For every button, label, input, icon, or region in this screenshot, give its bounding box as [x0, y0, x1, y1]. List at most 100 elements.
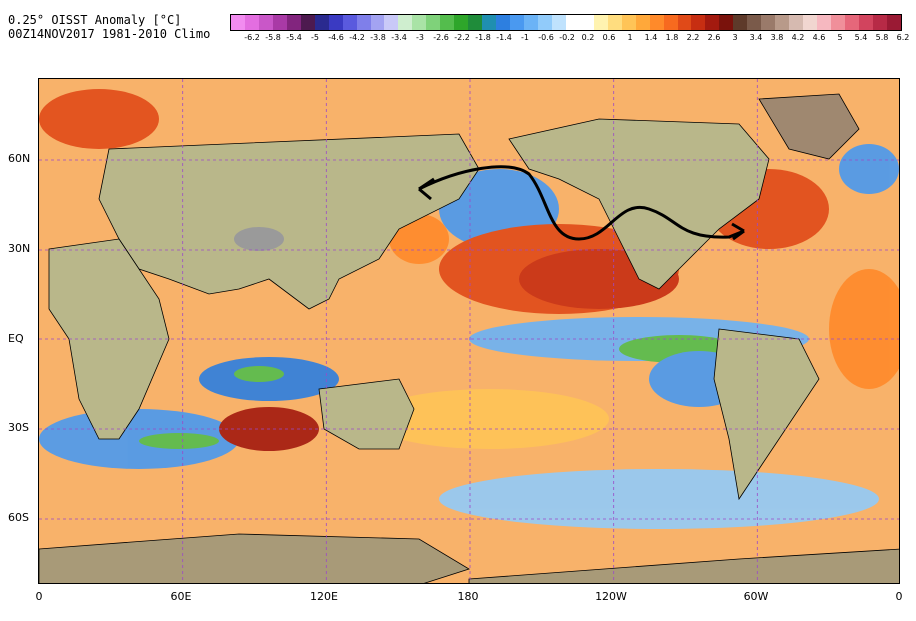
legend-color-cell: [649, 15, 664, 30]
legend-color-cell: [747, 15, 762, 30]
north-america: [508, 118, 770, 290]
legend-color-cell: [551, 15, 566, 30]
legend-color-cell: [231, 15, 245, 30]
greenland: [758, 93, 860, 160]
legend-color-cell: [789, 15, 804, 30]
antarctica-east: [468, 548, 899, 583]
legend-tick-label: -2.6: [433, 33, 449, 42]
legend-color-cell: [258, 15, 273, 30]
legend-color-cell: [817, 15, 831, 30]
legend-color-cell: [314, 15, 329, 30]
legend-color-cell: [635, 15, 650, 30]
legend-color-cell: [844, 15, 859, 30]
legend-color-cell: [454, 15, 469, 30]
land-masses: [39, 93, 899, 583]
longitude-label: 60W: [743, 590, 769, 603]
legend-color-cell: [440, 15, 455, 30]
legend-color-cell: [244, 15, 259, 30]
legend-tick-label: 1.8: [665, 33, 679, 42]
legend-tick-label: 5.8: [875, 33, 889, 42]
legend-tick-label: 1.4: [644, 33, 658, 42]
legend-color-cell: [300, 15, 315, 30]
legend-tick-label: 4.2: [791, 33, 805, 42]
legend-color-cell: [342, 15, 357, 30]
legend-tick-label: -1.4: [496, 33, 512, 42]
longitude-label: 0: [895, 590, 903, 603]
australia: [318, 378, 415, 450]
latitude-label: 30N: [8, 242, 31, 255]
latitude-label: 60S: [8, 511, 29, 524]
legend-tick-label: -5: [311, 33, 319, 42]
legend-color-cell: [607, 15, 622, 30]
legend-tick-label: 3: [732, 33, 738, 42]
antarctica-west: [39, 533, 470, 583]
legend-color-cell: [412, 15, 427, 30]
legend-tick-label: -3.8: [370, 33, 386, 42]
color-legend-ticks: -6.2 -5.8 -5.4 -5 -4.6 -4.2 -3.8 -3.4 -3 -2.6 -2.2…: [230, 33, 909, 45]
legend-color-cell: [496, 15, 511, 30]
legend-color-cell: [356, 15, 371, 30]
legend-color-cell: [663, 15, 678, 30]
legend-color-cell: [272, 15, 287, 30]
legend-color-cell: [579, 15, 594, 30]
longitude-label: 180: [457, 590, 479, 603]
latitude-label: 30S: [8, 421, 29, 434]
legend-color-cell: [370, 15, 385, 30]
legend-color-cell: [705, 15, 720, 30]
jet-stream-arrow: [418, 165, 745, 241]
legend-color-cell: [621, 15, 636, 30]
legend-color-cell: [872, 15, 887, 30]
south-america: [713, 328, 820, 501]
legend-tick-label: 0.2: [581, 33, 595, 42]
legend-tick-label: -3: [416, 33, 424, 42]
tibet-plateau: [234, 227, 284, 251]
legend-tick-label: -1: [521, 33, 529, 42]
color-legend-bar: [230, 14, 902, 31]
africa: [48, 238, 170, 440]
legend-color-cell: [733, 15, 748, 30]
legend-color-cell: [858, 15, 873, 30]
legend-tick-label: -4.6: [328, 33, 344, 42]
legend-tick-label: 5.4: [854, 33, 868, 42]
legend-tick-label: 0.6: [602, 33, 616, 42]
legend-tick-label: 2.6: [707, 33, 721, 42]
legend-color-cell: [830, 15, 845, 30]
legend-tick-label: -2.2: [454, 33, 470, 42]
legend-tick-label: 6.2: [896, 33, 910, 42]
legend-tick-label: 5: [837, 33, 843, 42]
sst-anomaly-map: [38, 78, 900, 584]
legend-tick-label: -5.4: [286, 33, 302, 42]
legend-color-cell: [482, 15, 497, 30]
legend-tick-label: -5.8: [265, 33, 281, 42]
legend-color-cell: [775, 15, 790, 30]
legend-color-cell: [537, 15, 552, 30]
map-title: 0.25° OISST Anomaly [°C]: [8, 13, 182, 27]
legend-tick-label: -0.2: [559, 33, 575, 42]
map-date-climo: 00Z14NOV2017 1981-2010 Climo: [8, 27, 211, 41]
longitude-label: 120E: [310, 590, 338, 603]
legend-tick-label: 2.2: [686, 33, 700, 42]
legend-color-cell: [719, 15, 734, 30]
legend-color-cell: [691, 15, 706, 30]
legend-tick-label: -1.8: [475, 33, 491, 42]
longitude-label: 120W: [595, 590, 627, 603]
legend-color-cell: [398, 15, 413, 30]
longitude-label: 60E: [170, 590, 192, 603]
legend-color-cell: [286, 15, 301, 30]
legend-tick-label: -6.2: [244, 33, 260, 42]
legend-color-cell: [565, 15, 580, 30]
legend-color-cell: [886, 15, 901, 30]
legend-color-cell: [426, 15, 441, 30]
legend-tick-label: 3.8: [770, 33, 784, 42]
legend-tick-label: -0.6: [538, 33, 554, 42]
legend-tick-label: -3.4: [391, 33, 407, 42]
legend-color-cell: [803, 15, 818, 30]
map-canvas: [39, 79, 899, 583]
longitude-label: 0: [35, 590, 43, 603]
legend-tick-label: 3.4: [749, 33, 763, 42]
legend-color-cell: [328, 15, 343, 30]
graticule: [39, 79, 899, 583]
legend-color-cell: [593, 15, 608, 30]
legend-color-cell: [384, 15, 399, 30]
legend-color-cell: [468, 15, 483, 30]
